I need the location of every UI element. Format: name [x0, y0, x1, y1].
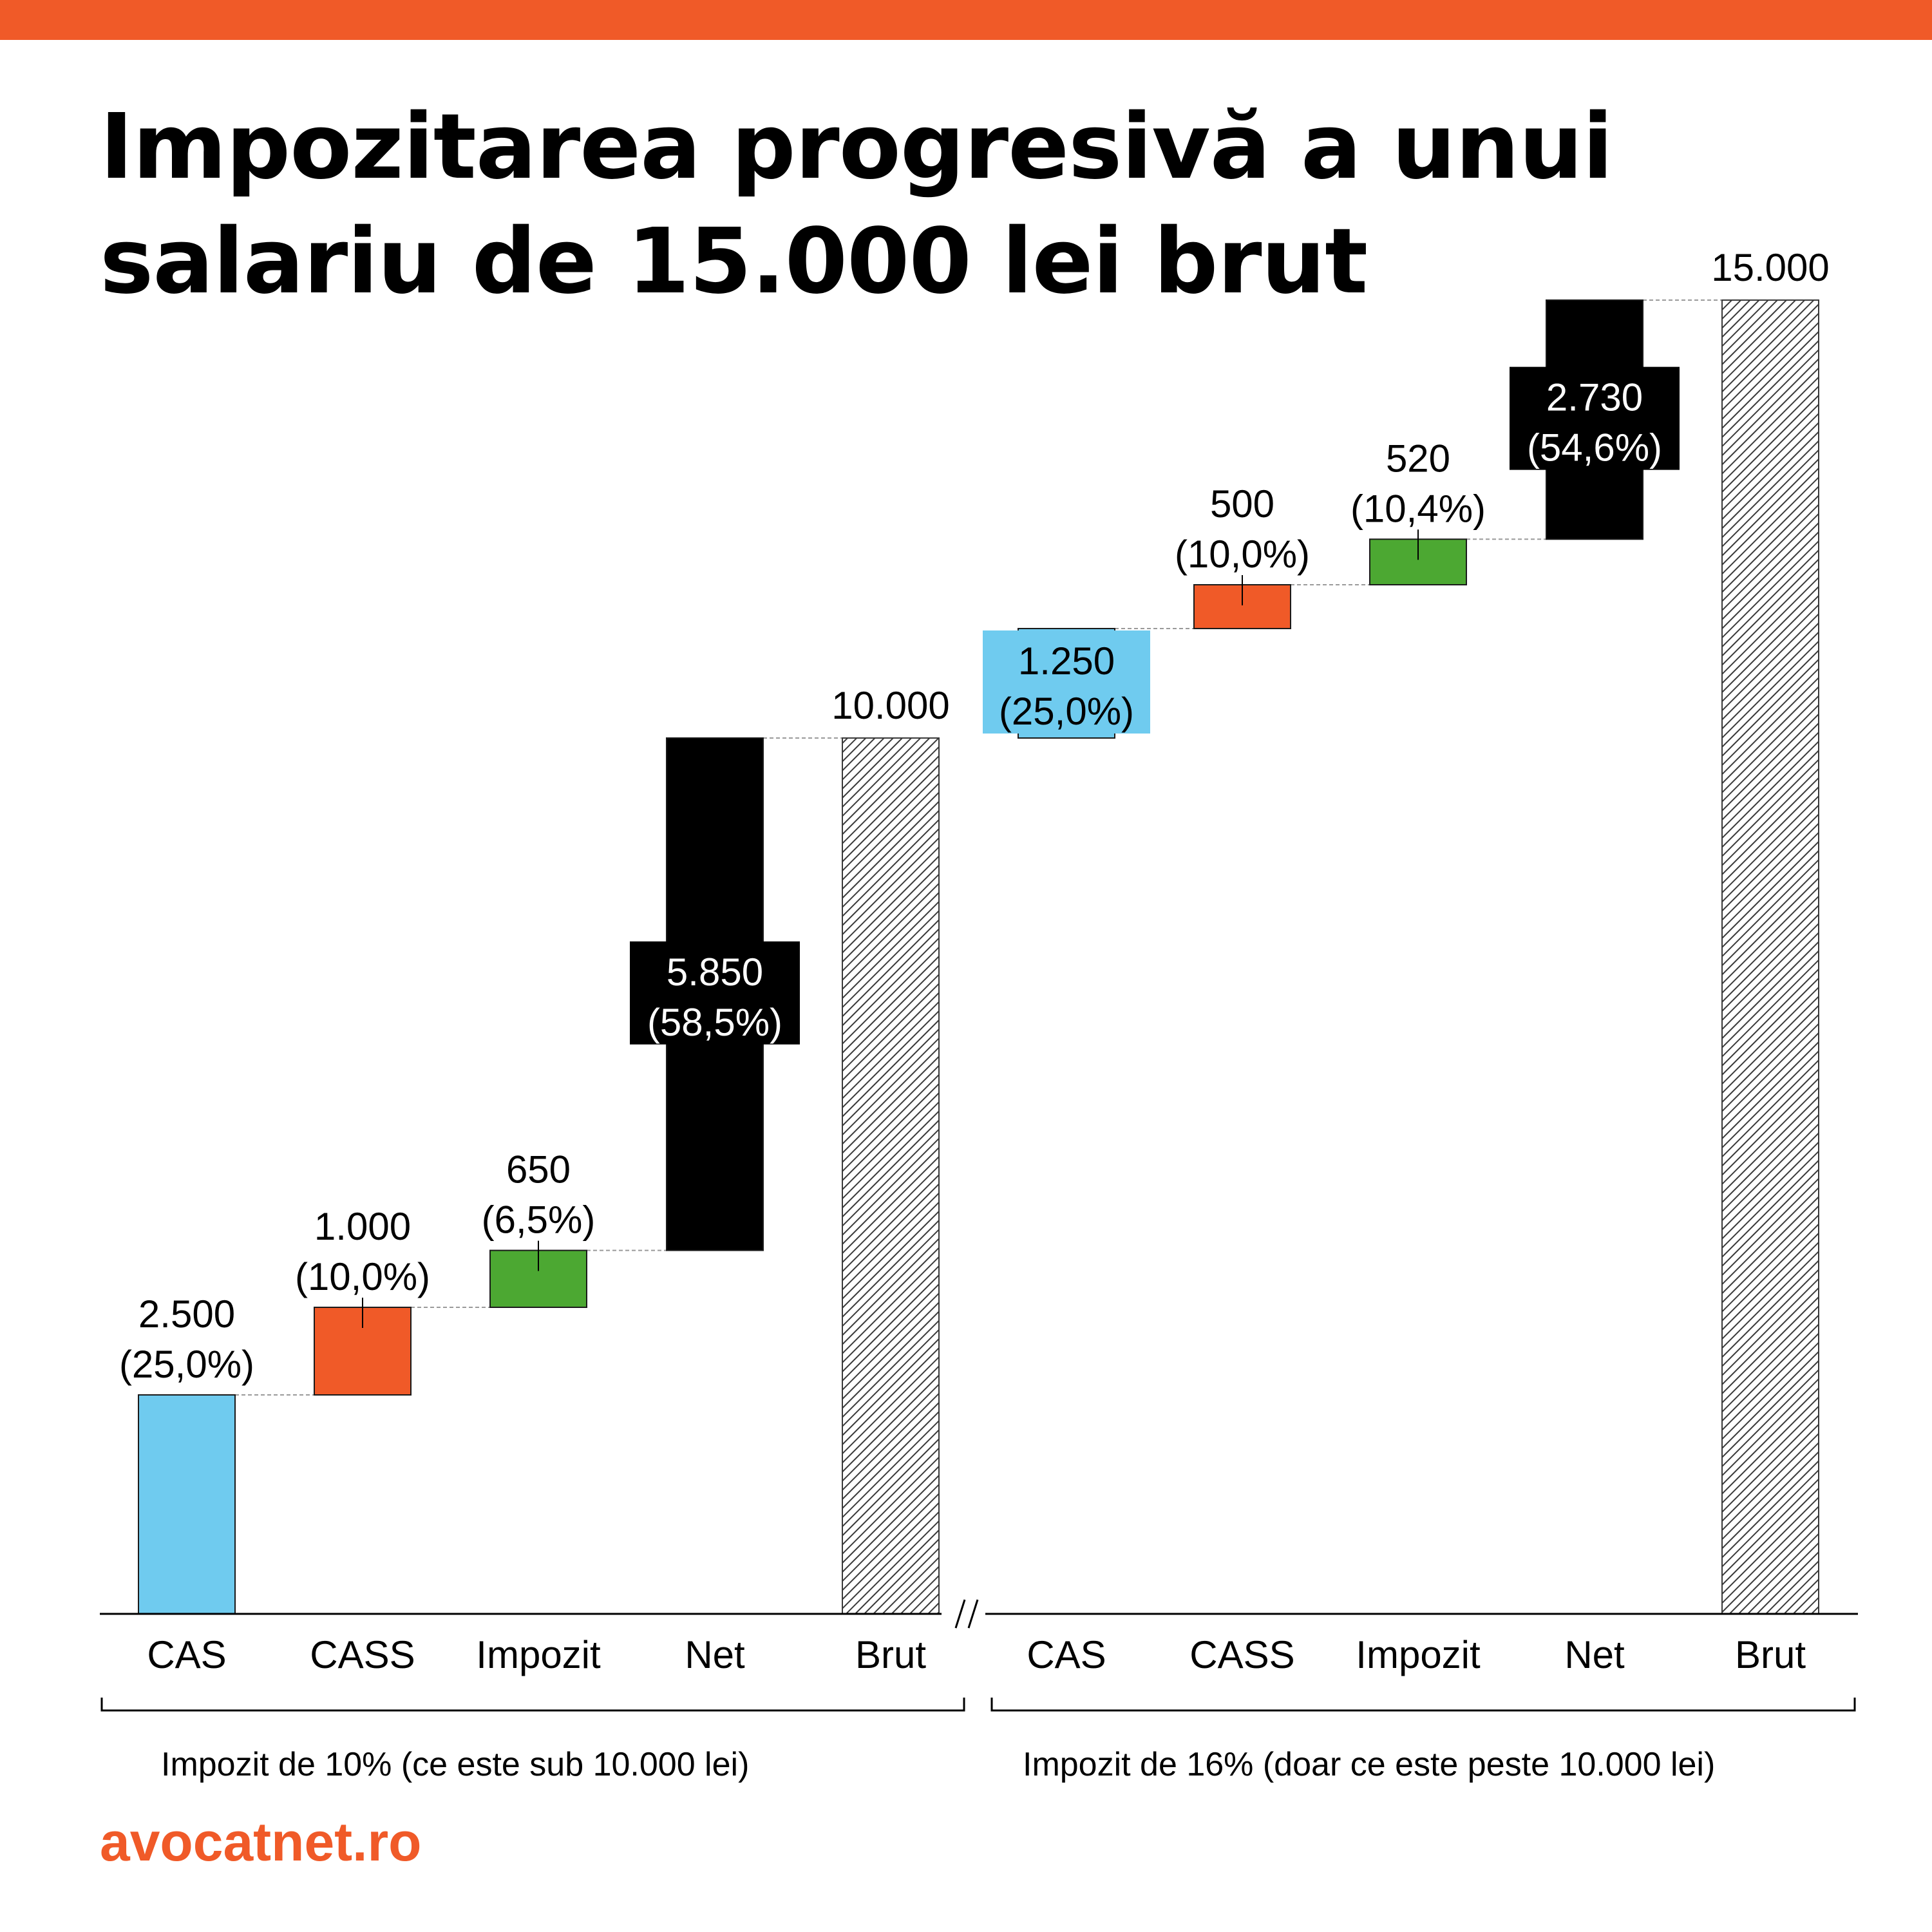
axis-tick-label: CAS [1027, 1633, 1106, 1676]
data-label-percent: (10,0%) [1175, 533, 1310, 576]
bar-1-cas [138, 1394, 236, 1615]
data-label-percent: (58,5%) [647, 1001, 782, 1044]
title-line-1: Impozitarea progresivă a unui [100, 95, 1613, 200]
data-label-value: 10.000 [831, 684, 950, 727]
group-caption-2: Impozit de 16% (doar ce este peste 10.00… [1023, 1746, 1716, 1783]
data-label-percent: (10,4%) [1350, 487, 1486, 530]
axis-tick-label: CAS [147, 1633, 226, 1676]
data-label-value: 500 [1210, 482, 1274, 526]
data-label-value: 520 [1386, 437, 1450, 480]
title-line-2: salariu de 15.000 lei brut [100, 209, 1368, 314]
group-bracket-2 [990, 1698, 1856, 1712]
axis-tick-label: Brut [1735, 1633, 1806, 1676]
data-label-value: 15.000 [1711, 246, 1830, 289]
net-label-box [1510, 366, 1680, 470]
group-bracket-1 [100, 1698, 965, 1712]
axis-tick-label: Impozit [1356, 1633, 1481, 1676]
data-label-percent: (54,6%) [1527, 426, 1662, 469]
bar-2-brut [1721, 299, 1819, 1615]
page-title: Impozitarea progresivă a unui salariu de… [100, 90, 1710, 319]
net-label-box [630, 941, 800, 1045]
axis-tick-label: Net [1564, 1633, 1625, 1676]
axis-break-mark [954, 1599, 966, 1629]
axis-tick-label: Impozit [476, 1633, 601, 1676]
brand-logo-text: avocatnet.ro [100, 1812, 422, 1872]
data-label-percent: (6,5%) [482, 1198, 596, 1242]
data-label-percent: (10,0%) [295, 1255, 430, 1298]
data-label-percent: (25,0%) [119, 1343, 254, 1386]
data-label-value: 2.500 [138, 1293, 235, 1336]
axis-tick-label: Net [685, 1633, 745, 1676]
axis-tick-label: CASS [1189, 1633, 1294, 1676]
group-caption-1: Impozit de 10% (ce este sub 10.000 lei) [161, 1746, 750, 1783]
axis-break-mark [967, 1599, 979, 1629]
top-accent-bar [0, 0, 1932, 40]
bar-1-brut [842, 737, 940, 1615]
axis-tick-label: Brut [855, 1633, 926, 1676]
data-label-value: 2.730 [1546, 376, 1643, 419]
data-label-percent: (25,0%) [999, 690, 1134, 733]
data-label-value: 5.850 [667, 951, 763, 994]
data-label-value: 1.250 [1018, 639, 1115, 683]
axis-tick-label: CASS [310, 1633, 415, 1676]
data-label-value: 1.000 [314, 1205, 411, 1248]
data-label-value: 650 [506, 1148, 571, 1191]
cas-label-box [983, 630, 1150, 734]
